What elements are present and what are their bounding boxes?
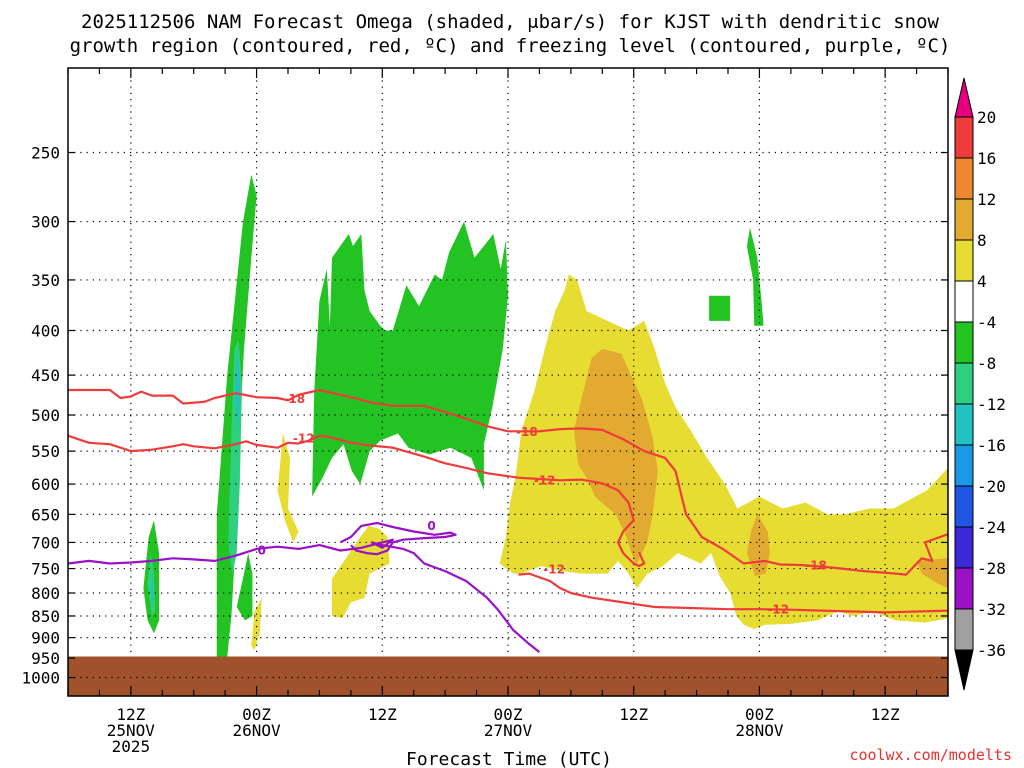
colorbar-label-8: -16 — [977, 436, 1006, 455]
colorbar-swatch-5 — [954, 321, 974, 364]
colorbar-label-9: -20 — [977, 477, 1006, 496]
y-tick-label-300: 300 — [31, 213, 60, 232]
y-tick-label-450: 450 — [31, 366, 60, 385]
title-line-1: 2025112506 NAM Forecast Omega (shaded, μ… — [81, 11, 939, 33]
contour--12b — [518, 572, 948, 614]
x-tick-label-42-1: 27NOV — [484, 721, 533, 740]
chart-title: 2025112506 NAM Forecast Omega (shaded, μ… — [70, 11, 951, 57]
y-tick-label-550: 550 — [31, 442, 60, 461]
colorbar-label-6: -8 — [977, 354, 996, 373]
contour--18 — [68, 388, 948, 576]
colorbar-swatch-12 — [954, 608, 974, 651]
y-tick-label-350: 350 — [31, 271, 60, 290]
colorbar-swatch-7 — [954, 403, 974, 446]
colorbar-swatch-8 — [954, 444, 974, 487]
colorbar-swatch-0 — [954, 116, 974, 159]
colorbar-swatch-6 — [954, 362, 974, 405]
x-tick-label-18-0: 00Z — [242, 705, 271, 724]
y-tick-label-650: 650 — [31, 505, 60, 524]
plot-content: -18 -18 -18 -12 -12 -12 -12 0 0 — [68, 68, 948, 696]
x-tick-label-78-0: 12Z — [871, 705, 900, 724]
omega-shade-4-3 — [499, 274, 948, 630]
colorbar-swatch-1 — [954, 157, 974, 200]
title-line-2: growth region (contoured, red, ºC) and f… — [70, 35, 951, 57]
y-tick-label-400: 400 — [31, 322, 60, 341]
x-tick-label-6-0: 12Z — [116, 705, 145, 724]
colorbar-swatch-9 — [954, 485, 974, 528]
colorbar-swatch-11 — [954, 567, 974, 610]
contour-label--12-1: -12 — [534, 473, 556, 487]
colorbar-label-5: -4 — [977, 313, 996, 332]
contour-label--18-2: -18 — [805, 559, 827, 573]
colorbar-label-7: -12 — [977, 395, 1006, 414]
y-tick-label-500: 500 — [31, 406, 60, 425]
y-tick-label-850: 850 — [31, 607, 60, 626]
omega-shade-8-2 — [916, 558, 948, 589]
y-tick-label-250: 250 — [31, 144, 60, 163]
contour-label-0-0: 0 — [258, 543, 266, 557]
colorbar-swatch-10 — [954, 526, 974, 569]
omega-shade-neg12-0 — [234, 349, 240, 430]
omega-shade-neg4-3 — [312, 221, 508, 497]
contour-label--12-0: -12 — [293, 432, 315, 446]
colorbar-label-4: 4 — [977, 272, 987, 291]
colorbar-bottom-arrow — [954, 649, 974, 691]
omega-shade-neg4-4 — [746, 227, 764, 326]
x-tick-label-6-1: 25NOV — [107, 721, 156, 740]
omega-shade-8-0 — [574, 349, 658, 566]
y-tick-label-750: 750 — [31, 560, 60, 579]
x-axis-label: Forecast Time (UTC) — [406, 749, 612, 768]
colorbar-swatch-3 — [954, 239, 974, 282]
y-tick-label-800: 800 — [31, 584, 60, 603]
omega-shade-4-0 — [277, 433, 299, 543]
colorbar-top-arrow — [954, 77, 974, 118]
y-tick-label-1000: 1000 — [21, 669, 60, 688]
contour-0 — [68, 538, 541, 653]
colorbar-label-3: 8 — [977, 231, 987, 250]
colorbar-swatch-4 — [954, 280, 974, 323]
contour-label--18-0: -18 — [283, 392, 305, 406]
contour-label--12b-0: -12 — [543, 563, 565, 577]
omega-shade-4-2 — [332, 525, 390, 619]
contour-label--18-1: -18 — [516, 425, 538, 439]
colorbar-label-0: 20 — [977, 108, 996, 127]
colorbar-label-13: -36 — [977, 641, 1006, 660]
omega-shade-neg4-5 — [709, 295, 731, 321]
contour-label-0-1: 0 — [427, 519, 435, 533]
omega-shade-neg12-1 — [150, 573, 154, 607]
credit-link[interactable]: coolwx.com/modelts — [849, 746, 1012, 764]
x-tick-label-6-2: 2025 — [112, 737, 151, 756]
colorbar-label-11: -28 — [977, 559, 1006, 578]
x-tick-label-30-0: 12Z — [368, 705, 397, 724]
omega-shade-neg4-1 — [236, 553, 253, 621]
colorbar-swatch-2 — [954, 198, 974, 241]
contour-label--12b-1: -12 — [767, 603, 789, 617]
omega-shade-4-1 — [251, 597, 262, 650]
x-tick-label-66-0: 00Z — [745, 705, 774, 724]
y-tick-label-600: 600 — [31, 475, 60, 494]
plot-area: -18 -18 -18 -12 -12 -12 -12 0 0 — [67, 67, 949, 697]
y-tick-label-900: 900 — [31, 629, 60, 648]
x-tick-label-18-1: 26NOV — [232, 721, 281, 740]
y-tick-label-950: 950 — [31, 649, 60, 668]
colorbar: 20 16 12 8 4 -4 -8 -12 -16 -20 -24 -28 -32 -36 — [954, 77, 1006, 691]
colorbar-label-10: -24 — [977, 518, 1006, 537]
contour--12 — [68, 434, 646, 568]
x-tick-label-66-1: 28NOV — [735, 721, 784, 740]
contour-0loop — [339, 521, 457, 556]
colorbar-label-1: 16 — [977, 149, 996, 168]
x-tick-label-42-0: 00Z — [494, 705, 523, 724]
colorbar-label-12: -32 — [977, 600, 1006, 619]
colorbar-label-2: 12 — [977, 190, 996, 209]
x-tick-label-54-0: 12Z — [619, 705, 648, 724]
y-axis: 250 300 350 400 450 500 550 600 650 700 750 800 850 9… — [21, 144, 948, 688]
y-tick-label-700: 700 — [31, 533, 60, 552]
